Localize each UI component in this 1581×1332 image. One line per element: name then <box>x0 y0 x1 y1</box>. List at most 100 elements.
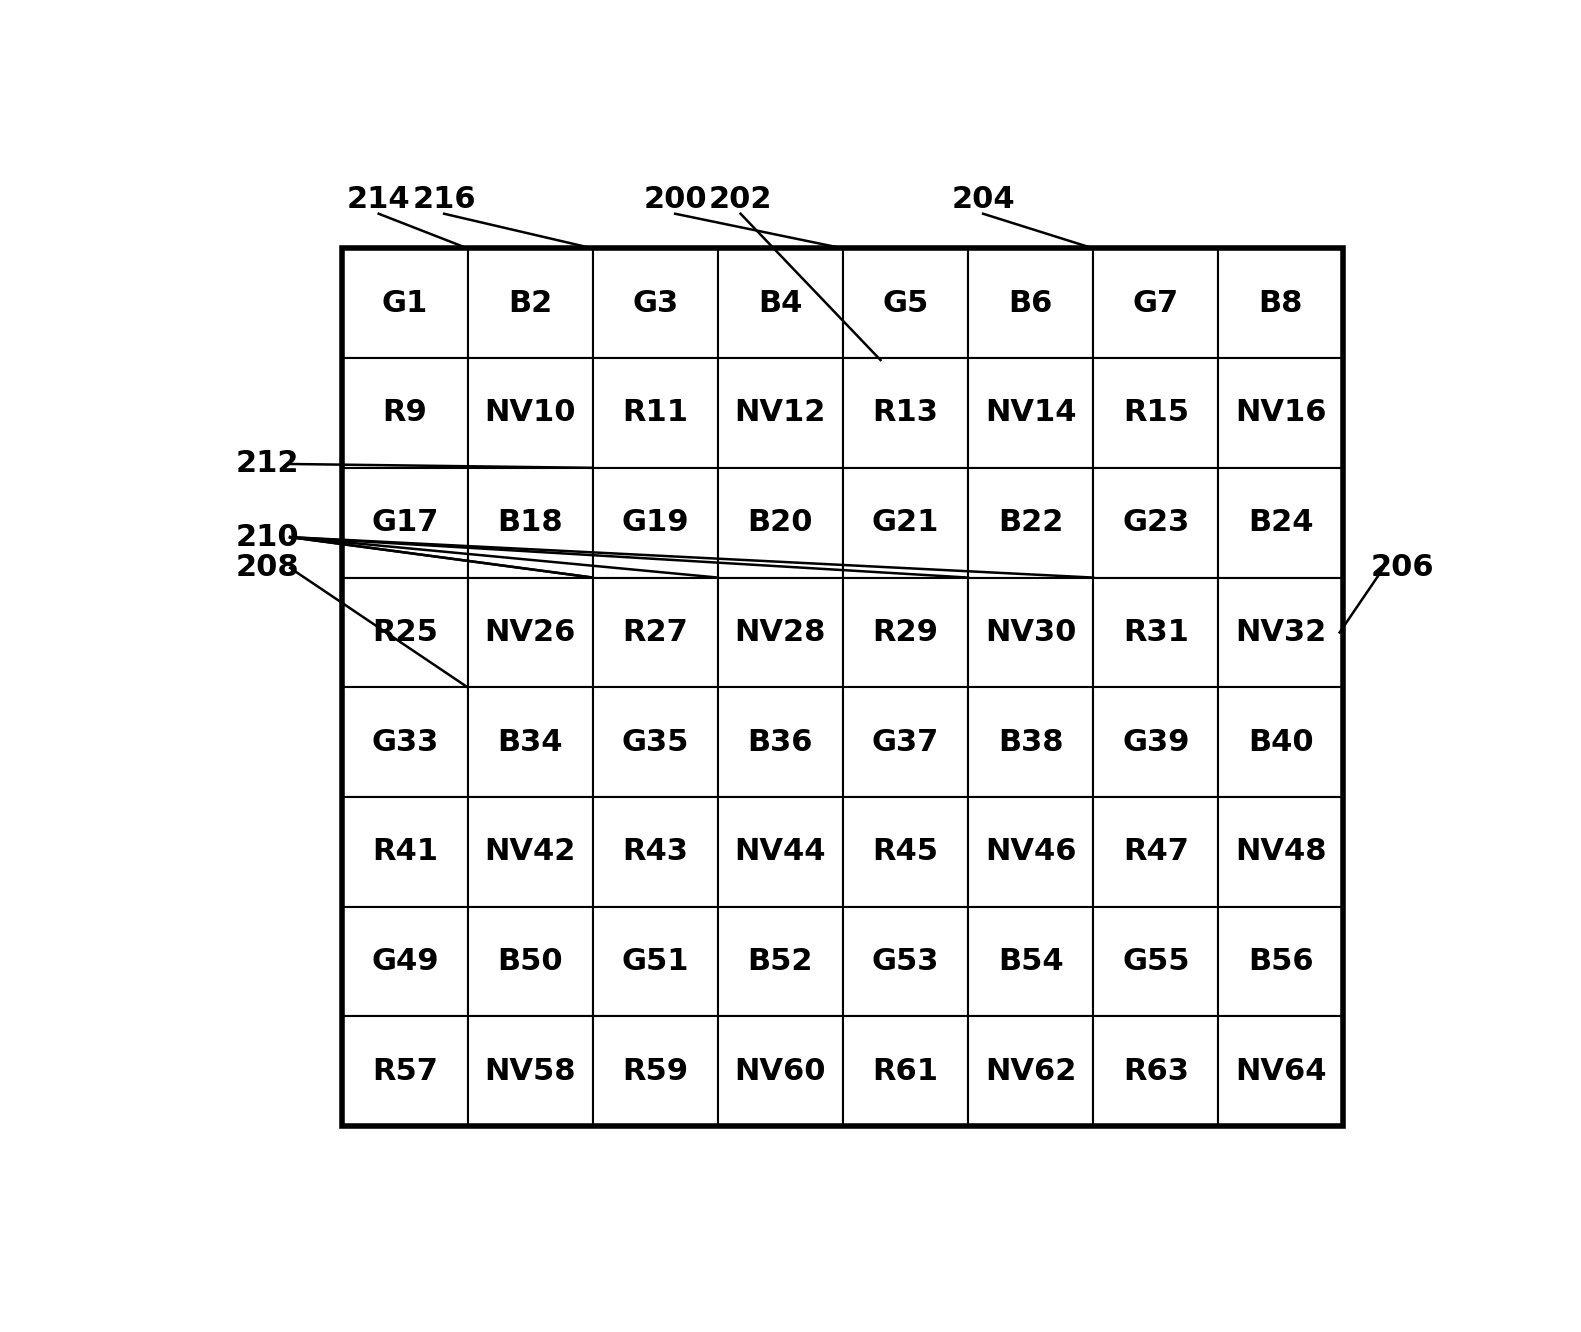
Text: NV42: NV42 <box>484 838 575 866</box>
Text: 214: 214 <box>346 185 411 214</box>
Text: G1: G1 <box>383 289 428 318</box>
Bar <box>343 358 468 468</box>
Bar <box>343 578 468 687</box>
Bar <box>1092 687 1219 797</box>
Bar <box>718 797 843 907</box>
Text: G51: G51 <box>621 947 689 976</box>
Text: G5: G5 <box>882 289 928 318</box>
Text: R25: R25 <box>372 618 438 647</box>
Text: 202: 202 <box>708 185 773 214</box>
Bar <box>843 797 968 907</box>
Text: B54: B54 <box>998 947 1064 976</box>
Bar <box>1219 248 1344 358</box>
Bar <box>1092 358 1219 468</box>
Bar <box>468 1016 593 1126</box>
Bar <box>1092 248 1219 358</box>
Text: B18: B18 <box>498 509 563 537</box>
Text: R15: R15 <box>1123 398 1189 428</box>
Text: R27: R27 <box>623 618 688 647</box>
Bar <box>968 907 1092 1016</box>
Text: NV16: NV16 <box>1235 398 1326 428</box>
Bar <box>718 687 843 797</box>
Text: B20: B20 <box>748 509 813 537</box>
Text: R31: R31 <box>1123 618 1189 647</box>
Bar <box>468 358 593 468</box>
Text: B34: B34 <box>498 727 563 757</box>
Bar <box>343 1016 468 1126</box>
Bar <box>843 1016 968 1126</box>
Bar <box>968 687 1092 797</box>
Bar <box>843 578 968 687</box>
Text: R43: R43 <box>623 838 688 866</box>
Text: B2: B2 <box>508 289 552 318</box>
Text: R45: R45 <box>873 838 939 866</box>
Text: B6: B6 <box>1009 289 1053 318</box>
Text: B50: B50 <box>498 947 563 976</box>
Text: 210: 210 <box>236 522 299 551</box>
Text: B22: B22 <box>998 509 1064 537</box>
Bar <box>843 358 968 468</box>
Bar <box>968 1016 1092 1126</box>
Bar <box>593 358 718 468</box>
Bar <box>593 248 718 358</box>
Text: G7: G7 <box>1132 289 1179 318</box>
Text: 216: 216 <box>413 185 476 214</box>
Bar <box>593 687 718 797</box>
Bar <box>468 687 593 797</box>
Bar <box>593 468 718 578</box>
Bar <box>593 797 718 907</box>
Bar <box>343 687 468 797</box>
Text: R13: R13 <box>873 398 939 428</box>
Text: NV46: NV46 <box>985 838 1077 866</box>
Text: 206: 206 <box>1371 553 1434 582</box>
Text: 204: 204 <box>952 185 1015 214</box>
Bar <box>968 797 1092 907</box>
Text: B40: B40 <box>1247 727 1314 757</box>
Bar <box>343 468 468 578</box>
Text: 208: 208 <box>236 553 299 582</box>
Text: NV48: NV48 <box>1235 838 1326 866</box>
Bar <box>968 248 1092 358</box>
Bar <box>1092 907 1219 1016</box>
Text: B38: B38 <box>998 727 1064 757</box>
Bar <box>1092 797 1219 907</box>
Text: R29: R29 <box>873 618 939 647</box>
Bar <box>718 248 843 358</box>
Text: G39: G39 <box>1123 727 1189 757</box>
Bar <box>843 248 968 358</box>
Bar <box>593 578 718 687</box>
Text: NV60: NV60 <box>735 1056 827 1086</box>
Bar <box>468 468 593 578</box>
Text: 212: 212 <box>236 449 299 478</box>
Bar <box>968 358 1092 468</box>
Text: R11: R11 <box>623 398 688 428</box>
Bar <box>1219 797 1344 907</box>
Text: R57: R57 <box>372 1056 438 1086</box>
Bar <box>843 687 968 797</box>
Bar <box>1219 578 1344 687</box>
Text: NV62: NV62 <box>985 1056 1077 1086</box>
Text: B8: B8 <box>1258 289 1303 318</box>
Text: NV26: NV26 <box>484 618 575 647</box>
Text: 200: 200 <box>643 185 707 214</box>
Bar <box>343 797 468 907</box>
Bar <box>718 1016 843 1126</box>
Text: B36: B36 <box>748 727 813 757</box>
Bar <box>968 578 1092 687</box>
Text: NV44: NV44 <box>735 838 827 866</box>
Text: R41: R41 <box>372 838 438 866</box>
Text: NV12: NV12 <box>735 398 827 428</box>
Text: B52: B52 <box>748 947 813 976</box>
Bar <box>593 1016 718 1126</box>
Bar <box>468 797 593 907</box>
Text: G23: G23 <box>1123 509 1189 537</box>
Bar <box>1219 468 1344 578</box>
Bar <box>343 248 1344 1126</box>
Bar <box>468 907 593 1016</box>
Text: G53: G53 <box>871 947 939 976</box>
Text: R61: R61 <box>873 1056 939 1086</box>
Bar <box>1092 1016 1219 1126</box>
Text: G19: G19 <box>621 509 689 537</box>
Text: NV58: NV58 <box>484 1056 575 1086</box>
Text: NV32: NV32 <box>1235 618 1326 647</box>
